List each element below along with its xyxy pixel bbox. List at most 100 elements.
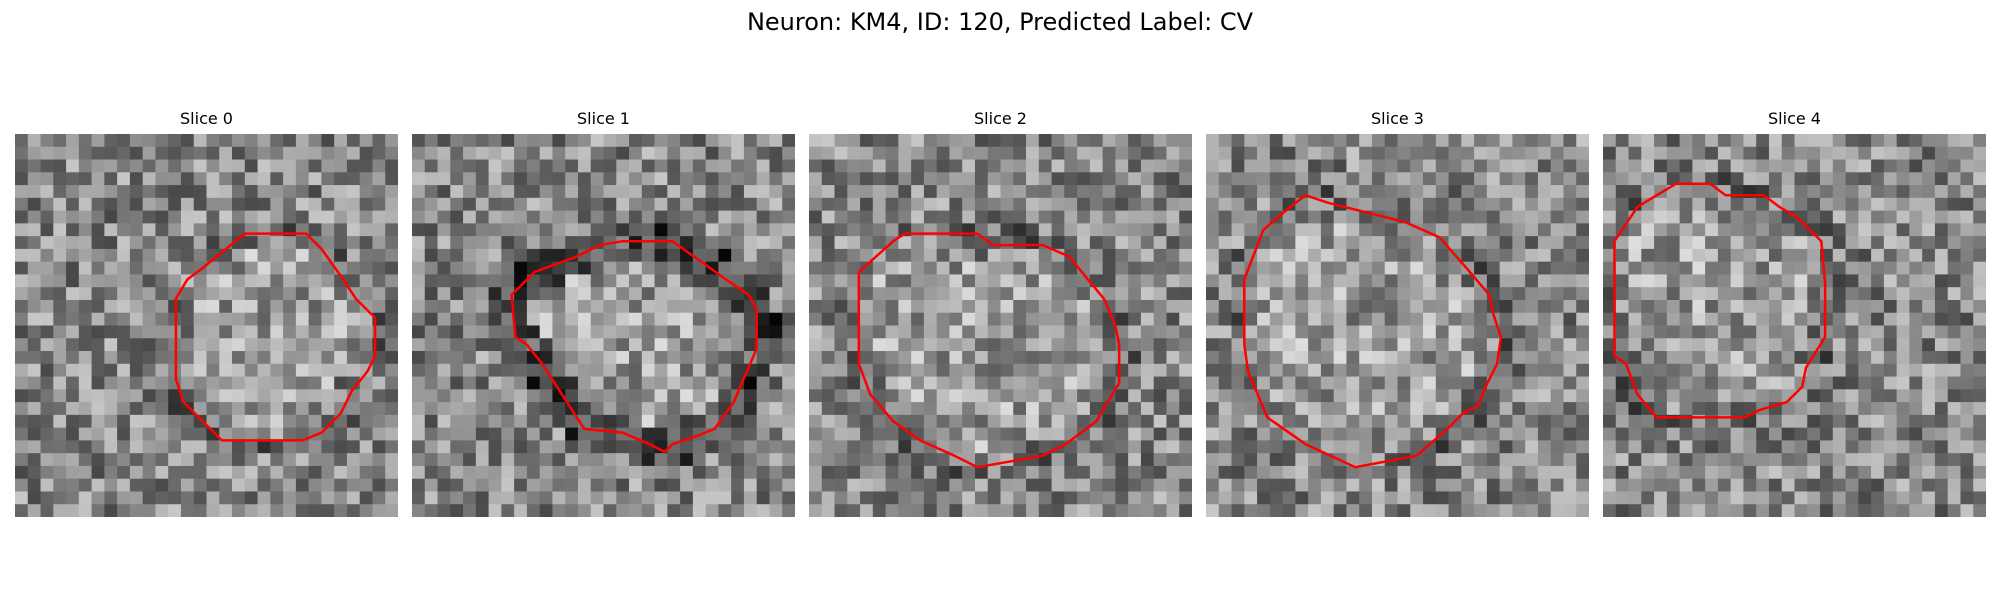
pixel: [1218, 236, 1232, 250]
pixel: [552, 402, 566, 416]
pixel: [1153, 248, 1167, 263]
pixel: [577, 274, 592, 288]
pixel: [1371, 325, 1386, 339]
pixel: [769, 504, 783, 517]
pixel: [1896, 376, 1910, 390]
pixel: [53, 172, 67, 186]
pixel: [270, 389, 284, 403]
pixel: [1308, 465, 1322, 480]
pixel: [1896, 338, 1910, 352]
pixel: [1166, 197, 1180, 211]
pixel: [385, 414, 398, 429]
slice-title: Slice 2: [974, 109, 1027, 128]
pixel: [885, 440, 899, 454]
pixel: [1257, 134, 1271, 148]
pixel: [180, 312, 195, 326]
pixel: [78, 146, 92, 160]
pixel: [565, 236, 579, 250]
pixel: [1654, 376, 1668, 390]
pixel: [193, 312, 207, 326]
pixel: [1692, 465, 1706, 480]
pixel: [987, 172, 1001, 186]
pixel: [1269, 134, 1283, 148]
pixel: [1768, 376, 1783, 390]
pixel: [1359, 402, 1373, 416]
pixel: [142, 376, 156, 390]
pixel: [1512, 236, 1526, 250]
pixel: [949, 287, 963, 301]
pixel: [1896, 440, 1910, 454]
pixel: [1871, 376, 1885, 390]
pixel: [1461, 210, 1475, 224]
pixel: [565, 414, 579, 429]
pixel: [372, 427, 386, 441]
pixel: [1346, 172, 1360, 186]
pixel: [463, 248, 477, 263]
pixel: [1257, 465, 1271, 480]
pixel: [1717, 504, 1732, 517]
pixel: [1461, 185, 1475, 199]
pixel: [155, 389, 169, 403]
pixel: [308, 287, 322, 301]
pixel: [1026, 414, 1040, 429]
pixel: [15, 134, 29, 148]
pixel: [334, 465, 348, 480]
pixel: [1512, 172, 1526, 186]
pixel: [424, 363, 438, 377]
pixel: [372, 478, 386, 492]
pixel: [463, 185, 477, 199]
pixel: [756, 287, 770, 301]
pixel: [295, 146, 310, 160]
pixel: [412, 363, 426, 377]
pixel: [743, 248, 758, 263]
pixel: [1743, 351, 1757, 365]
pixel: [987, 134, 1001, 148]
pixel: [1038, 363, 1052, 377]
pixel: [974, 402, 989, 416]
pixel: [424, 325, 438, 339]
pixel: [1909, 504, 1923, 517]
pixel: [308, 261, 322, 275]
pixel: [756, 351, 770, 365]
pixel: [129, 197, 144, 211]
pixel: [1064, 236, 1078, 250]
pixel: [847, 236, 861, 250]
pixel: [1295, 389, 1309, 403]
pixel: [1346, 414, 1360, 429]
pixel: [257, 236, 271, 250]
pixel: [1206, 427, 1220, 441]
pixel: [821, 185, 835, 199]
pixel: [1000, 134, 1014, 148]
pixel: [1128, 185, 1142, 199]
pixel: [641, 414, 655, 429]
pixel: [1435, 453, 1449, 467]
pixel: [1499, 197, 1513, 211]
pixel: [821, 312, 835, 326]
pixel: [680, 159, 694, 173]
pixel: [117, 478, 131, 492]
pixel: [577, 261, 592, 275]
pixel: [1244, 402, 1258, 416]
pixel: [475, 287, 489, 301]
pixel: [359, 287, 373, 301]
pixel: [359, 223, 373, 237]
pixel: [692, 402, 707, 416]
pixel: [1000, 376, 1014, 390]
pixel: [1666, 146, 1680, 160]
pixel: [1692, 172, 1706, 186]
pixel: [1730, 248, 1744, 263]
pixel: [129, 478, 144, 492]
pixel: [1371, 414, 1386, 429]
pixel: [346, 312, 361, 326]
pixel: [1064, 402, 1078, 416]
pixel: [539, 185, 553, 199]
pixel: [731, 465, 745, 480]
pixel: [1934, 402, 1949, 416]
pixel: [1641, 312, 1655, 326]
pixel: [1320, 376, 1335, 390]
pixel: [1308, 363, 1322, 377]
pixel: [1705, 287, 1719, 301]
pixel: [1768, 236, 1783, 250]
pixel: [1576, 210, 1589, 224]
pixel: [257, 261, 271, 275]
